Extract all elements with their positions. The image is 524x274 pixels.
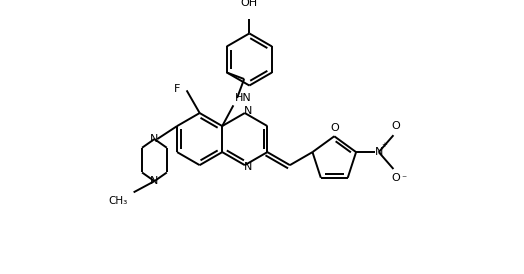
Text: HN: HN: [235, 93, 252, 102]
Text: +: +: [381, 142, 387, 149]
Text: N: N: [243, 162, 252, 172]
Text: CH₃: CH₃: [109, 196, 128, 206]
Text: O: O: [331, 124, 340, 133]
Text: F: F: [174, 84, 181, 93]
Text: N: N: [375, 147, 383, 157]
Text: N: N: [150, 134, 159, 144]
Text: O: O: [391, 121, 400, 132]
Text: OH: OH: [241, 0, 258, 8]
Text: ⁻: ⁻: [401, 175, 406, 185]
Text: N: N: [243, 106, 252, 116]
Text: N: N: [150, 176, 159, 186]
Text: O: O: [392, 173, 401, 183]
